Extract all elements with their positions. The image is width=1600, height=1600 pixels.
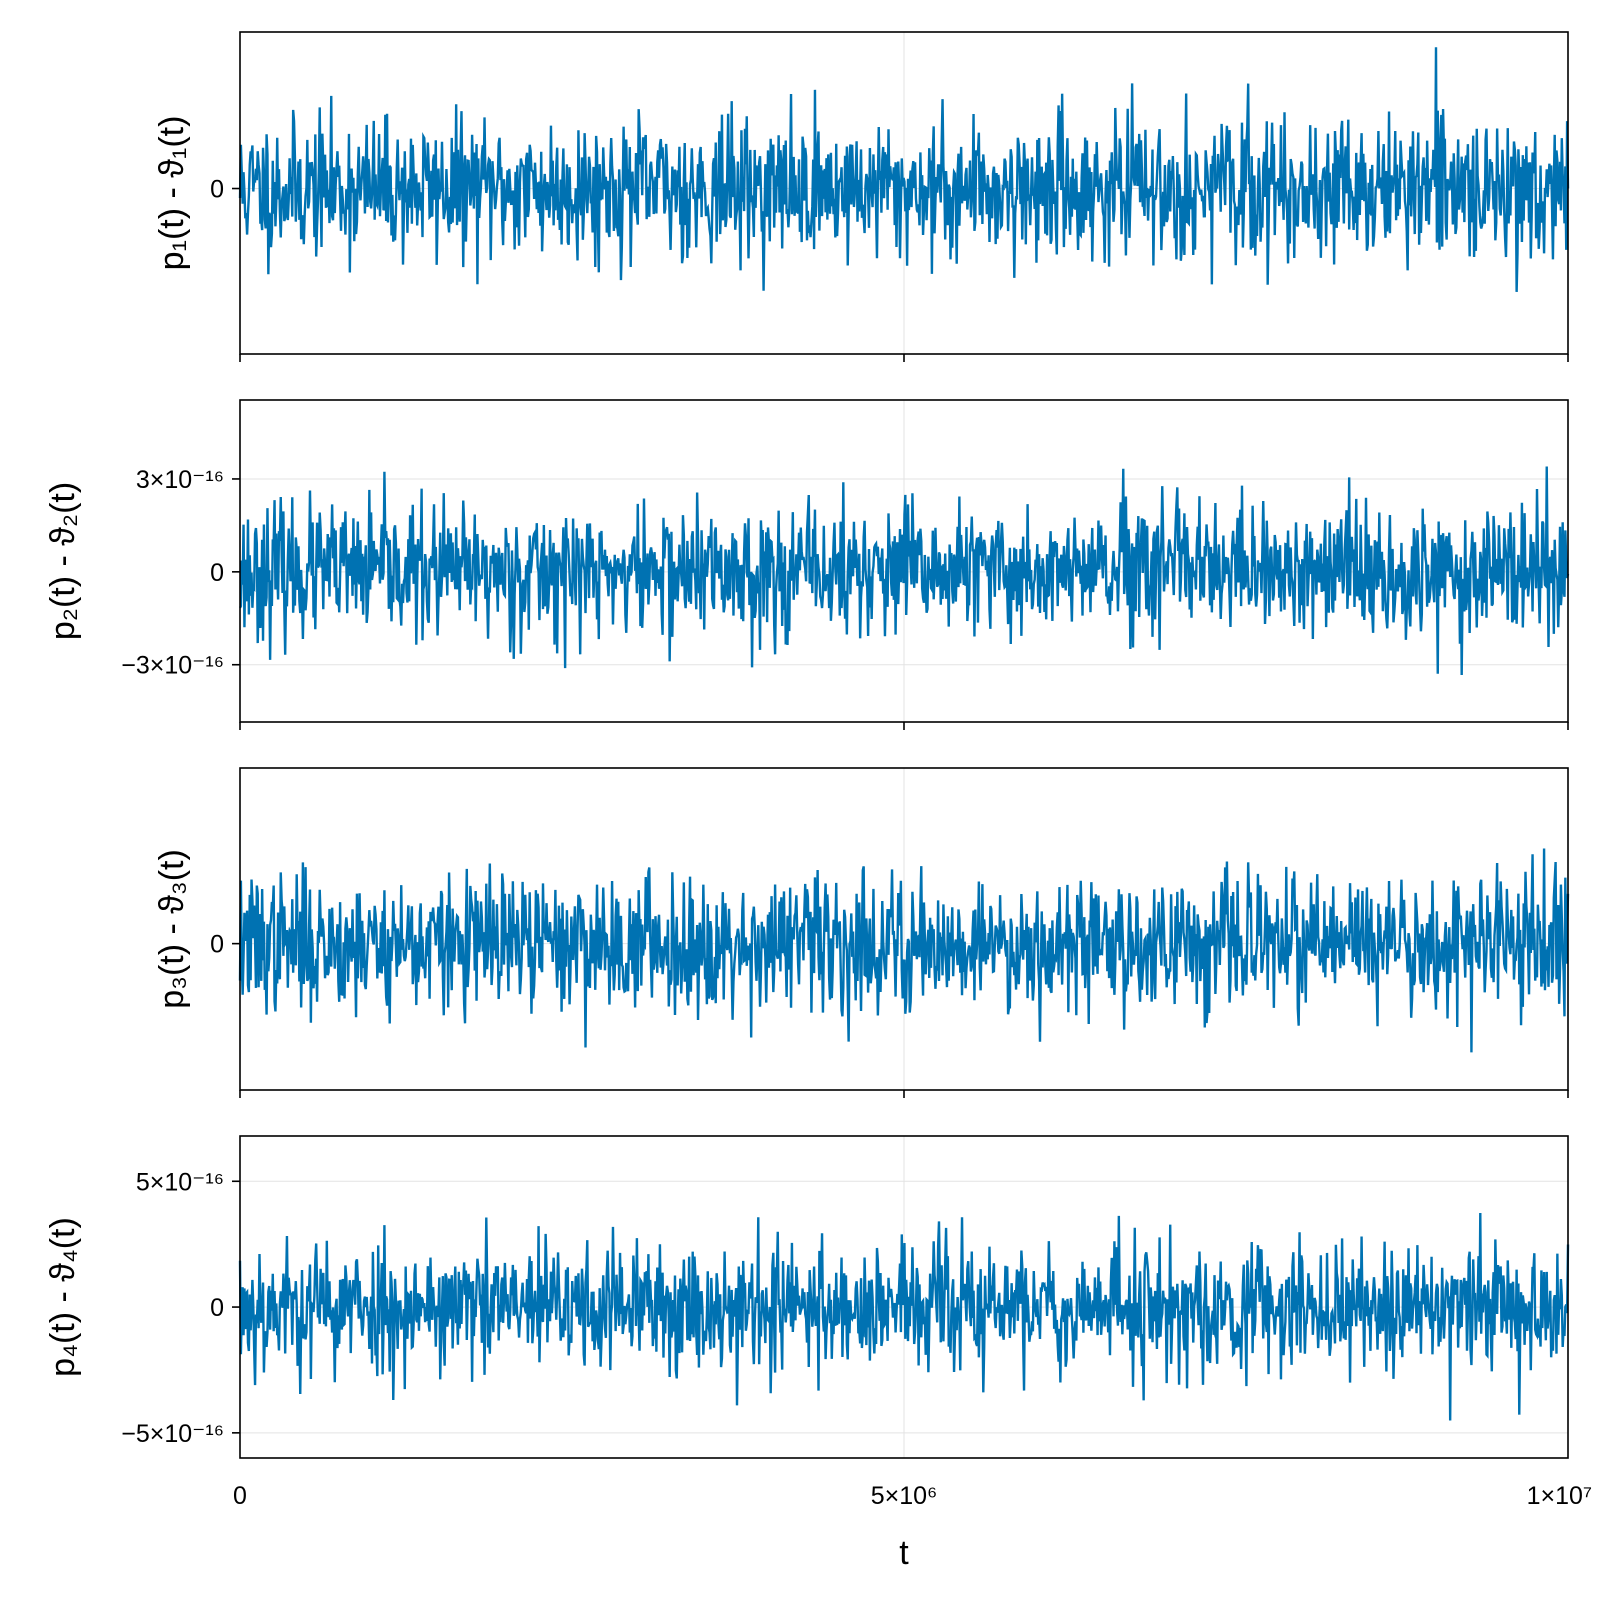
panel-1: 0 p₁(t) - ϑ₁(t) (153, 31, 1570, 362)
series-line-4 (238, 1213, 1570, 1421)
series-line-3 (238, 848, 1570, 1053)
x-axis-label: t (899, 1534, 909, 1572)
panel-4: 5×10⁻¹⁶ 0 −5×10⁻¹⁶ p₄(t) - ϑ₄(t) (44, 1135, 1570, 1459)
y-axis-label-2: p₂(t) - ϑ₂(t) (44, 482, 82, 640)
y-tick-label: 5×10⁻¹⁶ (136, 1168, 224, 1196)
y-ticks-1: 0 (210, 176, 240, 204)
y-axis-label-3: p₃(t) - ϑ₃(t) (153, 849, 191, 1009)
y-axis-label-1: p₁(t) - ϑ₁(t) (153, 116, 191, 271)
y-tick-label: −3×10⁻¹⁶ (121, 652, 224, 680)
series-line-2 (238, 466, 1570, 675)
y-ticks-2: 3×10⁻¹⁶ 0 −3×10⁻¹⁶ (121, 466, 240, 680)
y-ticks-3: 0 (210, 931, 240, 959)
y-tick-label: 0 (210, 931, 224, 959)
x-tick-label-1e7: 1×10⁷ (1527, 1482, 1592, 1510)
panel-3: 0 p₃(t) - ϑ₃(t) (153, 767, 1570, 1098)
panel-2: 3×10⁻¹⁶ 0 −3×10⁻¹⁶ p₂(t) - ϑ₂(t) (44, 399, 1570, 730)
x-tick-label-5e6: 5×10⁶ (871, 1482, 938, 1510)
y-ticks-4: 5×10⁻¹⁶ 0 −5×10⁻¹⁶ (121, 1168, 240, 1448)
series-line-1 (238, 47, 1570, 292)
y-tick-label: 0 (210, 559, 224, 587)
y-tick-label: 0 (210, 176, 224, 204)
y-axis-label-4: p₄(t) - ϑ₄(t) (44, 1217, 82, 1377)
x-axis: 0 5×10⁶ 1×10⁷ t (233, 1482, 1592, 1572)
y-tick-label: 3×10⁻¹⁶ (136, 466, 224, 494)
y-tick-label: 0 (210, 1294, 224, 1322)
plot-frame-4 (239, 1135, 1569, 1459)
y-tick-label: −5×10⁻¹⁶ (121, 1420, 224, 1448)
x-tick-label-0: 0 (233, 1482, 247, 1510)
